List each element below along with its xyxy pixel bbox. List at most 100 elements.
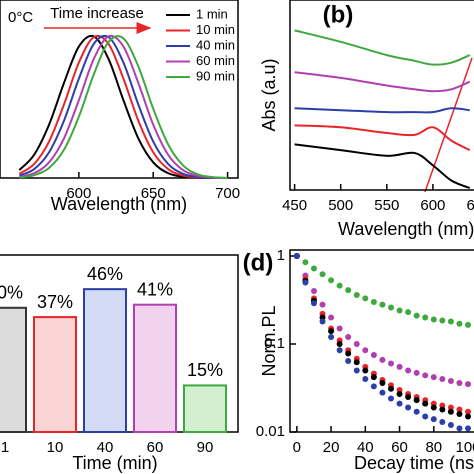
data-point [370,299,377,306]
data-point [328,328,335,335]
data-point [456,406,463,413]
bar [83,288,127,433]
data-point [387,360,394,367]
series-line [294,71,471,93]
plot-frame [289,0,474,191]
y-tick-label: 0.1 [264,335,285,352]
data-point [302,279,309,286]
legend-label: 40 min [196,37,235,52]
series-line [19,34,228,179]
x-axis-label: Wavelength (nm) [338,219,474,239]
data-point [465,321,472,328]
data-point [430,404,437,411]
data-point [319,318,326,325]
x-tick-label: 700 [215,185,240,202]
data-point [405,393,412,400]
data-point [465,408,472,415]
data-point [387,395,394,402]
x-tick-label: 80 [425,439,442,456]
data-point [387,385,394,392]
x-tick-label: 600 [66,185,91,202]
bar [183,384,227,433]
series-line [294,107,470,114]
value-label: 37% [37,292,73,312]
data-point [422,413,429,420]
data-point [447,408,454,415]
series-points [293,253,472,432]
data-point [310,265,317,272]
data-point [465,381,472,388]
x-tick-label: 500 [328,197,353,214]
data-point [396,307,403,314]
value-label: 15% [187,360,223,380]
data-point [405,367,412,374]
data-point [328,314,335,321]
data-point [336,325,343,332]
data-point [465,413,472,420]
x-tick-label: 20 [323,439,340,456]
data-point [302,259,309,266]
data-point [319,271,326,278]
series-line [294,29,471,66]
x-tick-label: 100 [456,439,474,456]
y-axis-label: Abs (a.u) [259,58,279,131]
data-point [447,404,454,411]
data-point [310,288,317,295]
data-point [447,377,454,384]
data-point [447,422,454,429]
legend-label: 1 min [196,6,228,21]
data-point [447,318,454,325]
x-tick-label: 40 [97,439,114,456]
plot-frame [289,249,474,433]
legend-label: 90 min [196,68,235,83]
x-tick-label: 40 [357,439,374,456]
data-point [362,347,369,354]
data-point [405,309,412,316]
data-point [336,341,343,348]
data-point [379,356,386,363]
data-point [336,347,343,354]
x-tick-label: 550 [374,197,399,214]
x-tick-label: 450 [282,197,307,214]
x-tick-label: 0 [293,439,301,456]
data-point [362,295,369,302]
y-tick-label: 0.01 [256,423,285,440]
data-point [362,367,369,374]
x-tick-label: 650 [466,197,474,214]
x-tick-label: 60 [391,439,408,456]
y-tick-label: 1 [277,247,285,264]
data-point [328,277,335,284]
series-line [19,35,228,179]
data-point [370,383,377,390]
data-point [353,292,360,299]
data-point [430,316,437,323]
data-point [379,301,386,308]
annotation: 0°C [8,9,33,26]
data-point [370,351,377,358]
bar [133,303,177,433]
x-tick-label: 10 [47,439,64,456]
data-point [319,301,326,308]
data-point [422,400,429,407]
data-point [396,363,403,370]
x-tick-label: 650 [141,185,166,202]
plot-frame [0,0,239,179]
data-point [456,411,463,418]
data-point [345,334,352,341]
annotation: Time increase [50,5,144,22]
data-point [430,374,437,381]
data-point [353,341,360,348]
panel-label: (d) [243,249,274,276]
data-point [353,367,360,374]
data-point [310,300,317,307]
data-point [370,374,377,381]
data-point [465,425,472,432]
legend-label: 10 min [196,22,235,37]
x-axis-label: Decay time (ns) [354,453,474,473]
bar [33,316,77,433]
data-point [293,253,300,260]
data-point [379,389,386,396]
series-line [294,143,471,190]
data-point [405,404,412,411]
